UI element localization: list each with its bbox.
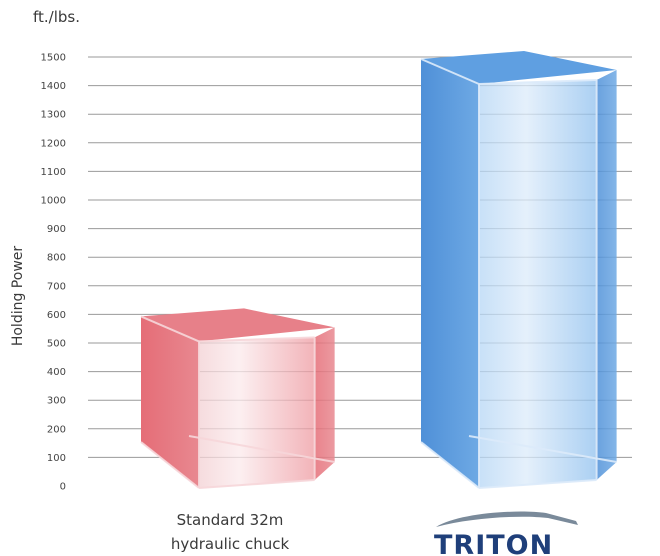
y-tick-label-600: 600 bbox=[47, 310, 66, 321]
y-tick-label-1200: 1200 bbox=[41, 138, 66, 149]
y-tick-label-0: 0 bbox=[60, 482, 66, 493]
category-label-line-2: hydraulic chuck bbox=[170, 535, 290, 553]
y-tick-label-700: 700 bbox=[47, 281, 66, 292]
bar-edge-0-2 bbox=[140, 315, 200, 343]
y-tick-label-1300: 1300 bbox=[41, 110, 66, 121]
bar-edge-1-2 bbox=[420, 58, 480, 85]
category-label-line-1: Standard 32m bbox=[176, 511, 284, 529]
bar-side-right-0 bbox=[314, 327, 335, 480]
bar-edge-1-4 bbox=[420, 441, 480, 489]
logo-wordmark: TRITON bbox=[434, 530, 553, 556]
y-tick-label-1500: 1500 bbox=[41, 53, 66, 64]
unit-label: ft./lbs. bbox=[33, 8, 80, 26]
bar-side-left-1 bbox=[421, 59, 479, 488]
category-label-standard: Standard 32m hydraulic chuck bbox=[135, 508, 325, 556]
y-tick-label-200: 200 bbox=[47, 424, 66, 435]
bar-top-0 bbox=[141, 308, 335, 342]
bar-edge-1-5 bbox=[478, 479, 597, 489]
bar-edge-1-6 bbox=[468, 435, 617, 463]
y-tick-label-900: 900 bbox=[47, 224, 66, 235]
bar-front-0 bbox=[199, 337, 315, 488]
logo-swoosh-icon bbox=[436, 511, 578, 527]
y-tick-label-500: 500 bbox=[47, 339, 66, 350]
bar-side-right-1 bbox=[596, 70, 617, 480]
y-tick-label-800: 800 bbox=[47, 253, 66, 264]
y-tick-label-300: 300 bbox=[47, 396, 66, 407]
y-tick-label-100: 100 bbox=[47, 453, 66, 464]
y-tick-label-1000: 1000 bbox=[41, 196, 66, 207]
y-tick-label-1400: 1400 bbox=[41, 81, 66, 92]
bar-edge-0-5 bbox=[198, 479, 315, 489]
bar-front-1 bbox=[479, 80, 597, 488]
y-tick-label-400: 400 bbox=[47, 367, 66, 378]
bar-side-left-0 bbox=[141, 316, 199, 488]
bar-edge-0-1 bbox=[198, 336, 315, 343]
bar-edge-0-6 bbox=[188, 435, 335, 463]
y-tick-label-1100: 1100 bbox=[41, 167, 66, 178]
bar-top-1 bbox=[421, 51, 617, 84]
triton-logo: TRITON bbox=[434, 511, 578, 556]
bar-edge-1-1 bbox=[478, 79, 597, 85]
y-axis-label: Holding Power bbox=[10, 245, 26, 347]
bar-edge-0-4 bbox=[140, 441, 200, 489]
